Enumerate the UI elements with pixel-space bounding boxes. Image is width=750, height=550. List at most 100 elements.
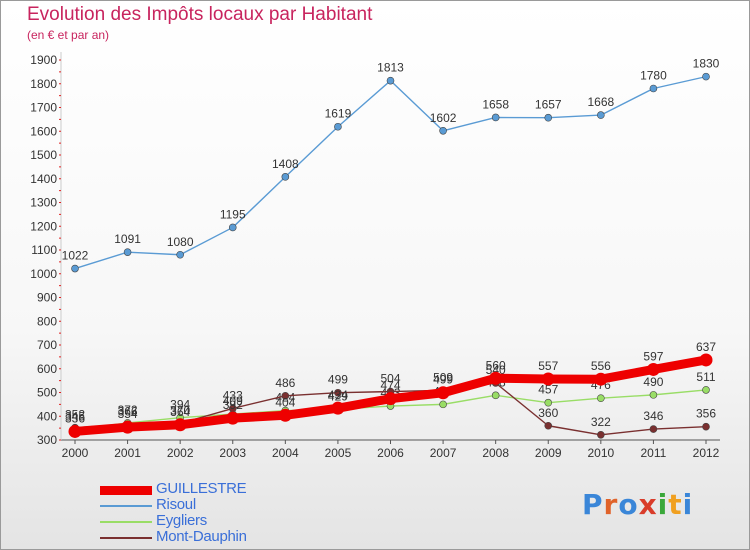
y-tick-label: 1200 — [30, 219, 57, 233]
x-tick-label: 2000 — [62, 446, 89, 460]
y-tick-label: 1300 — [30, 196, 57, 210]
data-point-guillestre — [436, 386, 450, 400]
data-point-mont-dauphin — [649, 425, 658, 433]
data-point-eygliers — [649, 391, 658, 399]
y-tick-label: 1600 — [30, 124, 57, 138]
data-label-risoul: 1091 — [114, 232, 141, 246]
data-point-risoul — [544, 113, 553, 122]
data-label-mont-dauphin: 352 — [65, 408, 85, 422]
data-point-risoul — [597, 111, 605, 119]
data-label-eygliers: 457 — [538, 383, 558, 397]
legend-label: GUILLESTRE — [156, 480, 247, 497]
data-point-guillestre — [173, 418, 187, 432]
legend-swatch — [100, 505, 152, 507]
y-tick-label: 1500 — [30, 148, 57, 162]
data-label-mont-dauphin: 322 — [591, 415, 611, 429]
data-label-eygliers: 490 — [643, 375, 663, 389]
data-point-mont-dauphin — [597, 430, 605, 439]
data-point-guillestre — [278, 408, 292, 422]
y-tick-label: 600 — [37, 362, 57, 376]
data-label-guillestre: 336 — [65, 411, 85, 425]
data-point-mont-dauphin — [544, 421, 553, 430]
data-label-guillestre: 474 — [380, 379, 400, 393]
logo-letter: i — [682, 488, 694, 521]
data-point-guillestre — [68, 424, 82, 438]
data-label-mont-dauphin: 486 — [275, 376, 295, 390]
legend-label: Risoul — [156, 496, 196, 513]
data-label-risoul: 1080 — [167, 235, 194, 249]
data-point-risoul — [281, 173, 290, 181]
x-tick-label: 2009 — [535, 446, 562, 460]
data-label-risoul: 1602 — [430, 111, 457, 125]
data-label-risoul: 1657 — [535, 98, 562, 112]
data-label-risoul: 1658 — [482, 97, 509, 111]
legend-label: Mont-Dauphin — [156, 528, 247, 545]
data-label-guillestre: 557 — [538, 359, 558, 373]
logo-letter: P — [582, 488, 604, 521]
data-label-eygliers: 345 — [65, 409, 85, 423]
data-label-guillestre: 597 — [643, 349, 663, 363]
data-point-risoul — [649, 84, 658, 93]
data-label-mont-dauphin: 370 — [170, 403, 190, 417]
data-label-mont-dauphin: 366 — [118, 404, 138, 418]
data-point-risoul — [386, 76, 395, 85]
x-tick-label: 2006 — [377, 446, 404, 460]
data-point-guillestre — [226, 411, 240, 425]
y-tick-label: 1700 — [30, 101, 57, 115]
data-label-risoul: 1408 — [272, 157, 299, 171]
data-label-guillestre: 560 — [486, 358, 506, 372]
data-point-guillestre — [594, 372, 608, 386]
x-tick-label: 2005 — [325, 446, 352, 460]
legend-swatch — [100, 521, 152, 523]
data-label-guillestre: 364 — [170, 405, 190, 419]
y-tick-label: 1900 — [30, 53, 57, 67]
data-point-eygliers — [491, 391, 500, 400]
data-point-risoul — [334, 122, 342, 131]
legend-label: Eygliers — [156, 512, 207, 529]
data-label-risoul: 1780 — [640, 69, 667, 83]
logo-letter: o — [618, 488, 639, 521]
data-point-guillestre — [699, 353, 713, 367]
x-tick-label: 2011 — [641, 446, 667, 460]
legend-swatch — [100, 537, 152, 539]
y-tick-label: 300 — [37, 433, 57, 447]
chart-title: Evolution des Impôts locaux par Habitant — [27, 4, 373, 25]
data-point-mont-dauphin — [334, 388, 342, 397]
y-tick-label: 400 — [37, 409, 57, 423]
data-label-guillestre: 637 — [696, 340, 716, 354]
logo-letter: r — [603, 488, 619, 521]
data-point-eygliers — [544, 398, 553, 407]
data-point-eygliers — [702, 386, 710, 394]
data-point-mont-dauphin — [702, 422, 710, 431]
data-label-risoul: 1668 — [587, 95, 614, 109]
data-point-eygliers — [597, 394, 605, 403]
logo-letter: x — [638, 488, 658, 521]
y-tick-label: 1100 — [31, 243, 57, 257]
y-tick-label: 500 — [37, 386, 57, 400]
data-label-guillestre: 499 — [433, 373, 453, 387]
data-label-guillestre: 434 — [328, 388, 348, 402]
x-tick-label: 2010 — [587, 446, 614, 460]
x-tick-label: 2004 — [272, 446, 299, 460]
logo-letter: t — [668, 488, 683, 521]
x-tick-label: 2003 — [219, 446, 246, 460]
data-point-guillestre — [331, 401, 345, 415]
y-tick-label: 700 — [37, 338, 57, 352]
data-point-guillestre — [121, 420, 135, 434]
y-tick-label: 1800 — [30, 77, 57, 91]
data-point-mont-dauphin — [281, 392, 290, 400]
data-point-guillestre — [489, 371, 503, 385]
data-point-guillestre — [646, 362, 660, 376]
data-point-guillestre — [541, 372, 555, 386]
chart-subtitle: (en € et par an) — [27, 28, 110, 42]
data-label-mont-dauphin: 360 — [538, 406, 558, 420]
data-label-mont-dauphin: 540 — [486, 363, 506, 377]
data-label-mont-dauphin: 433 — [223, 388, 243, 402]
data-point-risoul — [702, 72, 710, 81]
data-label-risoul: 1619 — [325, 107, 352, 121]
y-tick-label: 900 — [37, 291, 57, 305]
logo-letter: i — [657, 488, 669, 521]
x-tick-label: 2012 — [693, 446, 720, 460]
y-tick-label: 1400 — [30, 172, 57, 186]
